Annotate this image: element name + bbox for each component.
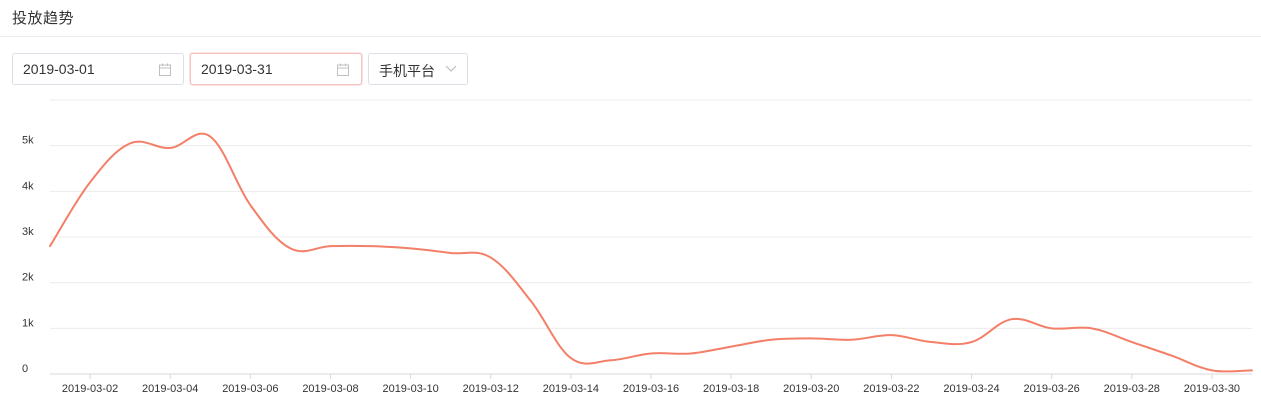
start-date-picker[interactable]: 2019-03-01 bbox=[12, 53, 184, 85]
x-tick-label: 2019-03-12 bbox=[463, 383, 519, 395]
y-tick-label: 2k bbox=[22, 272, 34, 284]
platform-select[interactable]: 手机平台 bbox=[368, 53, 468, 85]
calendar-icon bbox=[337, 63, 349, 76]
x-tick-label: 2019-03-08 bbox=[302, 383, 358, 395]
end-date-picker[interactable]: 2019-03-31 bbox=[190, 53, 362, 85]
x-tick-label: 2019-03-30 bbox=[1184, 383, 1240, 395]
y-tick-label: 3k bbox=[22, 226, 34, 238]
x-tick-label: 2019-03-20 bbox=[783, 383, 839, 395]
card-header: 投放趋势 bbox=[0, 0, 1261, 37]
x-tick-label: 2019-03-24 bbox=[943, 383, 999, 395]
x-tick-label: 2019-03-22 bbox=[863, 383, 919, 395]
end-date-value: 2019-03-31 bbox=[201, 61, 273, 77]
platform-select-value: 手机平台 bbox=[379, 63, 435, 79]
page-title: 投放趋势 bbox=[12, 10, 75, 27]
x-tick-label: 2019-03-18 bbox=[703, 383, 759, 395]
y-tick-label: 0 bbox=[22, 363, 28, 375]
x-tick-label: 2019-03-16 bbox=[623, 383, 679, 395]
y-tick-label: 5k bbox=[22, 135, 34, 147]
x-tick-label: 2019-03-28 bbox=[1104, 383, 1160, 395]
start-date-value: 2019-03-01 bbox=[23, 61, 95, 77]
y-tick-label: 1k bbox=[22, 317, 34, 329]
y-tick-label: 4k bbox=[22, 180, 34, 192]
series-line bbox=[49, 132, 1253, 373]
x-tick-label: 2019-03-14 bbox=[543, 383, 599, 395]
x-tick-label: 2019-03-26 bbox=[1024, 383, 1080, 395]
x-tick-label: 2019-03-04 bbox=[142, 383, 198, 395]
chevron-down-icon bbox=[445, 65, 457, 72]
x-tick-label: 2019-03-06 bbox=[222, 383, 278, 395]
x-tick-label: 2019-03-10 bbox=[382, 383, 438, 395]
x-tick-label: 2019-03-02 bbox=[62, 383, 118, 395]
calendar-icon bbox=[159, 63, 171, 76]
